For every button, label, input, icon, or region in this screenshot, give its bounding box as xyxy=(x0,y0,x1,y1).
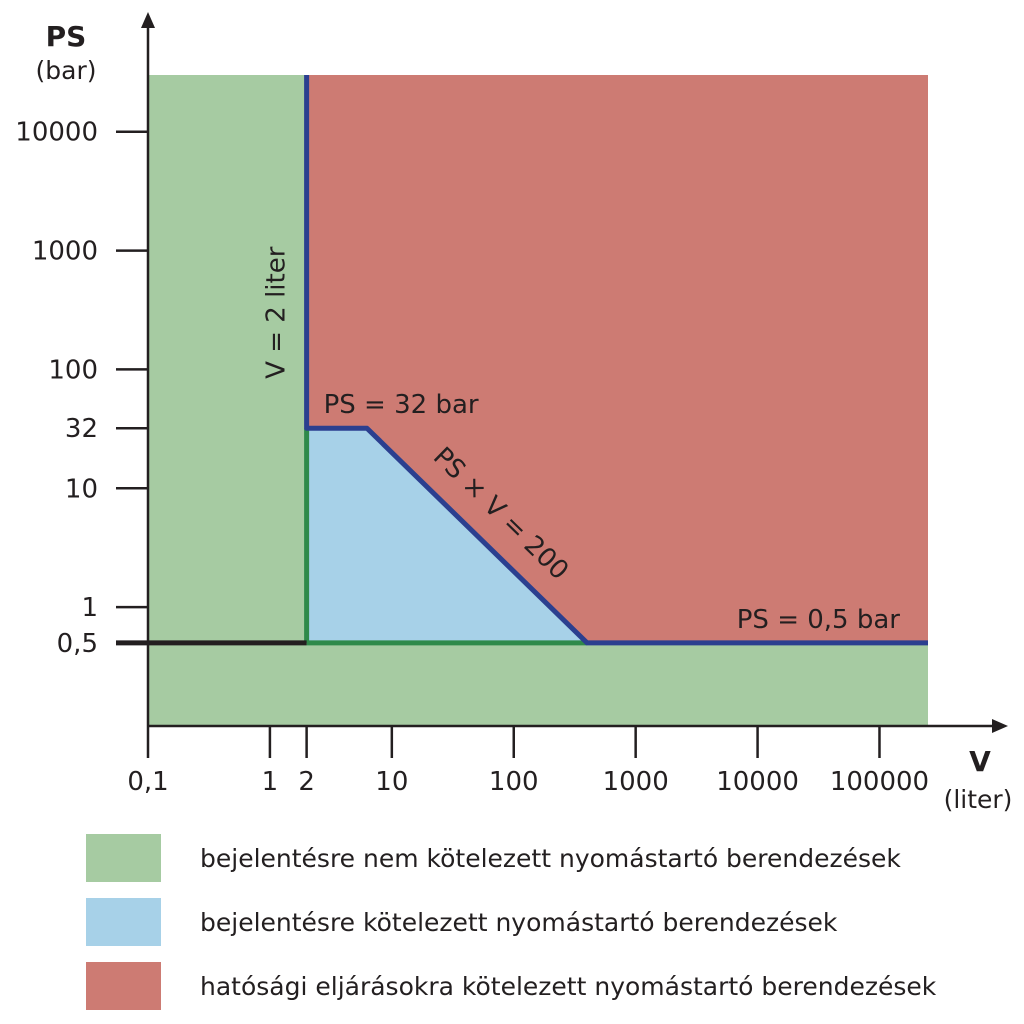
y-tick-label: 10000 xyxy=(15,118,98,148)
y-tick-label: 0,5 xyxy=(57,629,98,659)
x-tick-label: 100000 xyxy=(830,767,929,797)
x-tick-label: 1000 xyxy=(603,767,669,797)
legend-label-blue: bejelentésre kötelezett nyomástartó bere… xyxy=(200,908,838,937)
x-tick-label: 10 xyxy=(375,767,408,797)
legend-swatch-green xyxy=(86,834,161,882)
x-tick-label: 1 xyxy=(262,767,279,797)
x-tick-label: 10000 xyxy=(716,767,799,797)
y-axis-title: PS xyxy=(46,20,87,53)
y-axis-arrowhead xyxy=(141,12,155,28)
regions-layer xyxy=(148,75,928,726)
y-tick-label: 32 xyxy=(65,414,98,444)
legend-layer: bejelentésre nem kötelezett nyomástartó … xyxy=(86,834,937,1010)
x-tick-label: 2 xyxy=(298,767,315,797)
ps-32-label: PS = 32 bar xyxy=(324,390,479,420)
region-red xyxy=(306,75,928,643)
v-equals-2-label: V = 2 liter xyxy=(262,246,292,379)
x-tick-label: 100 xyxy=(489,767,539,797)
legend-label-red: hatósági eljárásokra kötelezett nyomásta… xyxy=(200,972,937,1001)
region-blue xyxy=(306,428,588,643)
y-tick-label: 1 xyxy=(81,593,98,623)
y-axis-unit: (bar) xyxy=(36,56,97,85)
boundary-layer xyxy=(116,75,928,646)
legend-label-green: bejelentésre nem kötelezett nyomástartó … xyxy=(200,844,901,873)
y-tick-label: 1000 xyxy=(32,237,98,267)
red-region-boundary xyxy=(304,75,928,646)
ps-0-5-label: PS = 0,5 bar xyxy=(737,605,901,635)
legend-swatch-blue xyxy=(86,898,161,946)
legend-swatch-red xyxy=(86,962,161,1010)
x-tick-label: 0,1 xyxy=(127,767,168,797)
x-axis-title: V xyxy=(969,745,991,778)
x-axis-arrowhead xyxy=(992,719,1008,733)
y-tick-label: 100 xyxy=(48,355,98,385)
y-tick-label: 10 xyxy=(65,474,98,504)
x-axis-unit: (liter) xyxy=(944,785,1013,814)
